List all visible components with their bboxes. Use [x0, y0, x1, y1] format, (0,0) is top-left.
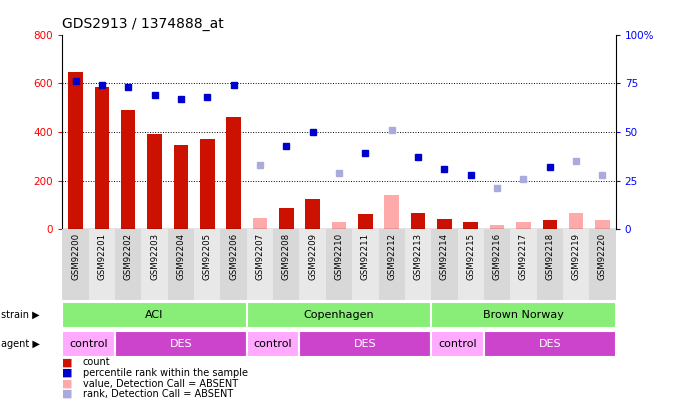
Text: ■: ■: [62, 389, 73, 399]
Text: GSM92210: GSM92210: [334, 233, 344, 280]
Text: percentile rank within the sample: percentile rank within the sample: [83, 368, 247, 378]
Text: control: control: [254, 339, 292, 349]
Bar: [384, 195, 399, 229]
Text: GSM92218: GSM92218: [545, 233, 554, 280]
Text: Brown Norway: Brown Norway: [483, 310, 564, 320]
Bar: [405, 229, 431, 300]
Text: GSM92209: GSM92209: [308, 233, 317, 280]
Bar: [200, 139, 214, 229]
Text: GSM92216: GSM92216: [493, 233, 502, 280]
Bar: [326, 229, 352, 300]
Bar: [589, 229, 616, 300]
Text: value, Detection Call = ABSENT: value, Detection Call = ABSENT: [83, 379, 238, 388]
Bar: [68, 72, 83, 229]
Bar: [458, 229, 484, 300]
Text: GSM92205: GSM92205: [203, 233, 212, 280]
Text: ■: ■: [62, 368, 73, 378]
Bar: [121, 110, 136, 229]
Bar: [147, 134, 162, 229]
Text: count: count: [83, 358, 111, 367]
Bar: [62, 229, 89, 300]
Bar: [115, 331, 247, 357]
Text: GSM92202: GSM92202: [124, 233, 133, 280]
Text: ACI: ACI: [145, 310, 164, 320]
Bar: [358, 214, 373, 229]
Bar: [167, 229, 194, 300]
Bar: [352, 229, 378, 300]
Text: GSM92201: GSM92201: [98, 233, 106, 280]
Bar: [431, 302, 616, 328]
Text: GSM92207: GSM92207: [256, 233, 264, 280]
Text: GSM92203: GSM92203: [150, 233, 159, 280]
Text: GDS2913 / 1374888_at: GDS2913 / 1374888_at: [62, 17, 224, 31]
Bar: [490, 225, 504, 229]
Bar: [247, 302, 431, 328]
Bar: [305, 199, 320, 229]
Bar: [62, 302, 247, 328]
Text: ■: ■: [62, 379, 73, 388]
Bar: [89, 229, 115, 300]
Bar: [516, 222, 531, 229]
Bar: [115, 229, 142, 300]
Bar: [247, 229, 273, 300]
Bar: [226, 117, 241, 229]
Bar: [247, 331, 300, 357]
Bar: [411, 213, 425, 229]
Bar: [273, 229, 300, 300]
Text: GSM92206: GSM92206: [229, 233, 238, 280]
Text: GSM92204: GSM92204: [176, 233, 185, 280]
Text: control: control: [69, 339, 108, 349]
Bar: [174, 145, 188, 229]
Bar: [332, 222, 346, 229]
Bar: [194, 229, 220, 300]
Text: GSM92214: GSM92214: [440, 233, 449, 280]
Text: Copenhagen: Copenhagen: [304, 310, 374, 320]
Bar: [511, 229, 536, 300]
Text: GSM92211: GSM92211: [361, 233, 370, 280]
Text: GSM92208: GSM92208: [282, 233, 291, 280]
Text: GSM92215: GSM92215: [466, 233, 475, 280]
Bar: [431, 229, 458, 300]
Bar: [563, 229, 589, 300]
Bar: [437, 219, 452, 229]
Bar: [484, 229, 511, 300]
Text: GSM92212: GSM92212: [387, 233, 396, 280]
Text: DES: DES: [170, 339, 193, 349]
Text: GSM92220: GSM92220: [598, 233, 607, 280]
Text: rank, Detection Call = ABSENT: rank, Detection Call = ABSENT: [83, 389, 233, 399]
Bar: [378, 229, 405, 300]
Bar: [542, 220, 557, 229]
Bar: [253, 218, 267, 229]
Bar: [569, 213, 583, 229]
Text: DES: DES: [354, 339, 377, 349]
Bar: [484, 331, 616, 357]
Text: DES: DES: [538, 339, 561, 349]
Text: GSM92213: GSM92213: [414, 233, 422, 280]
Bar: [62, 331, 115, 357]
Bar: [431, 331, 484, 357]
Bar: [300, 331, 431, 357]
Text: control: control: [438, 339, 477, 349]
Bar: [300, 229, 326, 300]
Bar: [536, 229, 563, 300]
Text: strain ▶: strain ▶: [1, 310, 40, 320]
Text: GSM92219: GSM92219: [572, 233, 580, 280]
Text: ■: ■: [62, 358, 73, 367]
Bar: [95, 87, 109, 229]
Text: GSM92200: GSM92200: [71, 233, 80, 280]
Bar: [279, 208, 294, 229]
Text: GSM92217: GSM92217: [519, 233, 528, 280]
Bar: [220, 229, 247, 300]
Bar: [464, 222, 478, 229]
Text: agent ▶: agent ▶: [1, 339, 40, 349]
Bar: [595, 220, 610, 229]
Bar: [142, 229, 167, 300]
